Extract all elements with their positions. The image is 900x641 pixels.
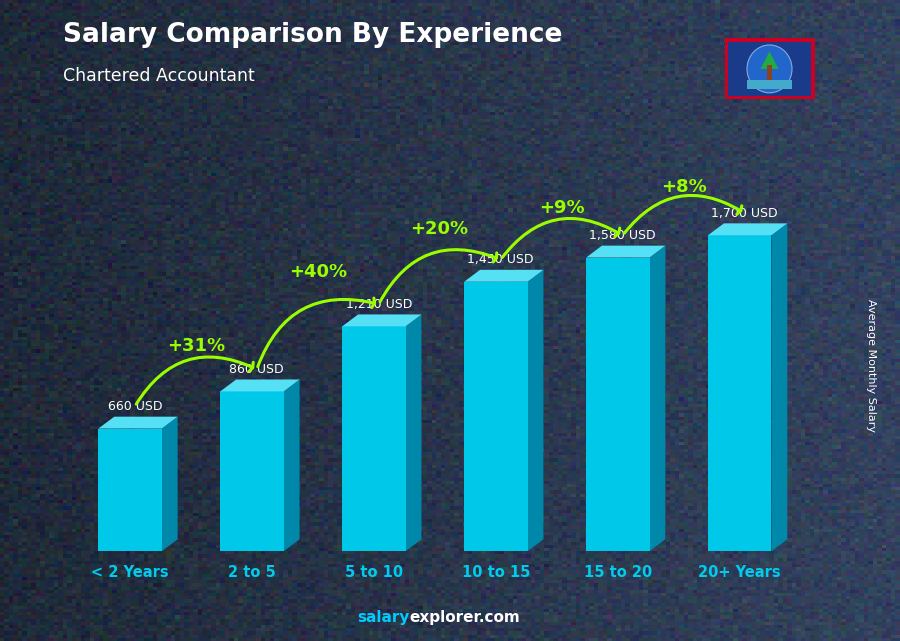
Text: 1,700 USD: 1,700 USD xyxy=(711,207,778,220)
Bar xyxy=(767,65,772,82)
Text: 1,580 USD: 1,580 USD xyxy=(590,229,656,242)
Polygon shape xyxy=(771,223,788,551)
Polygon shape xyxy=(464,270,544,282)
Polygon shape xyxy=(220,379,300,392)
Text: 660 USD: 660 USD xyxy=(108,401,162,413)
Polygon shape xyxy=(406,315,421,551)
Text: +8%: +8% xyxy=(661,178,707,196)
Text: salary: salary xyxy=(357,610,410,625)
Bar xyxy=(747,80,792,89)
Text: 1,450 USD: 1,450 USD xyxy=(467,253,534,267)
Ellipse shape xyxy=(747,45,792,93)
Text: Salary Comparison By Experience: Salary Comparison By Experience xyxy=(63,22,562,49)
Text: explorer.com: explorer.com xyxy=(410,610,520,625)
Text: +40%: +40% xyxy=(289,263,347,281)
Bar xyxy=(586,258,650,551)
Bar xyxy=(464,282,527,551)
Text: Average Monthly Salary: Average Monthly Salary xyxy=(866,299,877,432)
Polygon shape xyxy=(586,246,665,258)
Polygon shape xyxy=(708,223,788,235)
Text: 1,210 USD: 1,210 USD xyxy=(346,298,412,311)
Bar xyxy=(220,392,284,551)
Polygon shape xyxy=(284,379,300,551)
Polygon shape xyxy=(342,315,421,326)
Text: Chartered Accountant: Chartered Accountant xyxy=(63,67,255,85)
Bar xyxy=(708,235,771,551)
Bar xyxy=(98,429,162,551)
Bar xyxy=(342,326,406,551)
Text: +20%: +20% xyxy=(410,220,469,238)
Polygon shape xyxy=(162,417,177,551)
Polygon shape xyxy=(527,270,544,551)
Text: +31%: +31% xyxy=(166,337,225,355)
Polygon shape xyxy=(98,417,177,429)
Polygon shape xyxy=(760,51,778,69)
Polygon shape xyxy=(650,246,665,551)
Text: +9%: +9% xyxy=(539,199,584,217)
Text: 860 USD: 860 USD xyxy=(230,363,284,376)
